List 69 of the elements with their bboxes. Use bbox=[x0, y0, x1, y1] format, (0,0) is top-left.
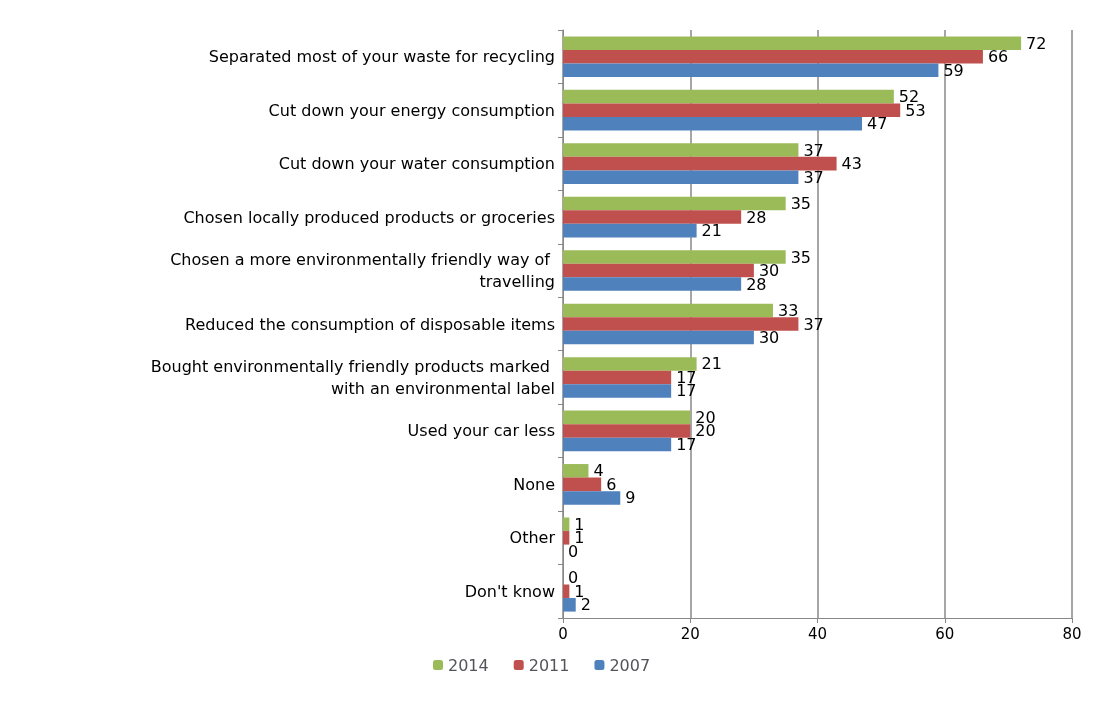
y-tick-label: Used your car less bbox=[407, 421, 555, 441]
x-tick-label: 80 bbox=[1062, 624, 1082, 643]
x-tick-label: 60 bbox=[935, 624, 955, 643]
data-label: 47 bbox=[867, 114, 888, 134]
bar bbox=[563, 89, 894, 104]
y-tick-label: Don't know bbox=[464, 581, 555, 601]
bar bbox=[563, 277, 742, 291]
legend-label: 2011 bbox=[528, 655, 570, 675]
y-tick-label: Separated most of your waste for recycling bbox=[208, 47, 555, 67]
y-tick-label: Reduced the consumption of disposable items bbox=[185, 314, 555, 334]
bar bbox=[563, 49, 983, 64]
y-tick-label: Bought environmentally friendly products marked with an environmental label bbox=[150, 356, 555, 398]
y-tick-label: Chosen locally produced products or groceries bbox=[183, 207, 555, 227]
bar bbox=[563, 303, 773, 318]
bar bbox=[563, 263, 754, 278]
bar bbox=[563, 63, 939, 78]
data-label: 30 bbox=[758, 328, 780, 348]
data-label: 66 bbox=[987, 47, 1009, 67]
bar bbox=[563, 357, 697, 371]
data-label: 17 bbox=[676, 434, 697, 454]
bar bbox=[563, 517, 570, 532]
bar bbox=[563, 410, 691, 425]
bar bbox=[563, 317, 799, 331]
data-label: 33 bbox=[777, 300, 799, 320]
data-label: 6 bbox=[606, 474, 617, 494]
data-label: 59 bbox=[943, 60, 964, 80]
bar bbox=[563, 210, 742, 224]
bar bbox=[563, 36, 1022, 50]
data-label: 37 bbox=[803, 140, 824, 160]
data-label: 37 bbox=[803, 314, 824, 334]
data-label: 4 bbox=[593, 461, 604, 481]
data-label: 28 bbox=[746, 207, 767, 227]
bar bbox=[563, 437, 672, 452]
data-label: 21 bbox=[701, 354, 722, 374]
bar bbox=[563, 584, 570, 599]
y-tick-label: Other bbox=[509, 528, 556, 548]
legend-label: 2014 bbox=[448, 655, 489, 675]
bar bbox=[563, 156, 837, 171]
data-label: 9 bbox=[625, 488, 636, 508]
legend-label: 2007 bbox=[609, 655, 651, 675]
bar bbox=[563, 491, 621, 505]
data-label: 35 bbox=[790, 247, 812, 267]
bar bbox=[563, 103, 901, 117]
x-tick-label: 20 bbox=[680, 624, 700, 643]
bar bbox=[563, 384, 672, 398]
y-tick-label: Chosen a more environmentally friendly way of travelling bbox=[170, 250, 555, 292]
bar bbox=[563, 250, 786, 264]
bar bbox=[563, 477, 602, 492]
data-label: 37 bbox=[803, 167, 824, 187]
bar bbox=[563, 330, 754, 345]
data-label: 72 bbox=[1026, 33, 1047, 53]
bar bbox=[563, 598, 576, 612]
bar bbox=[563, 170, 799, 184]
bar bbox=[563, 223, 697, 238]
bar bbox=[563, 196, 786, 211]
bar bbox=[563, 531, 570, 545]
x-tick-label: 40 bbox=[807, 624, 828, 643]
bar bbox=[563, 116, 863, 131]
data-label: 43 bbox=[841, 154, 862, 174]
data-label: 21 bbox=[701, 221, 722, 241]
y-tick-label: Cut down your water consumption bbox=[278, 154, 555, 174]
y-tick-label: Cut down your energy consumption bbox=[268, 100, 555, 120]
x-tick-label: 0 bbox=[558, 624, 568, 643]
bar bbox=[563, 424, 691, 438]
bar bbox=[563, 464, 589, 478]
data-label: 35 bbox=[790, 194, 812, 214]
y-tick-label: None bbox=[513, 474, 555, 494]
bar bbox=[563, 370, 672, 385]
bar bbox=[563, 143, 799, 157]
